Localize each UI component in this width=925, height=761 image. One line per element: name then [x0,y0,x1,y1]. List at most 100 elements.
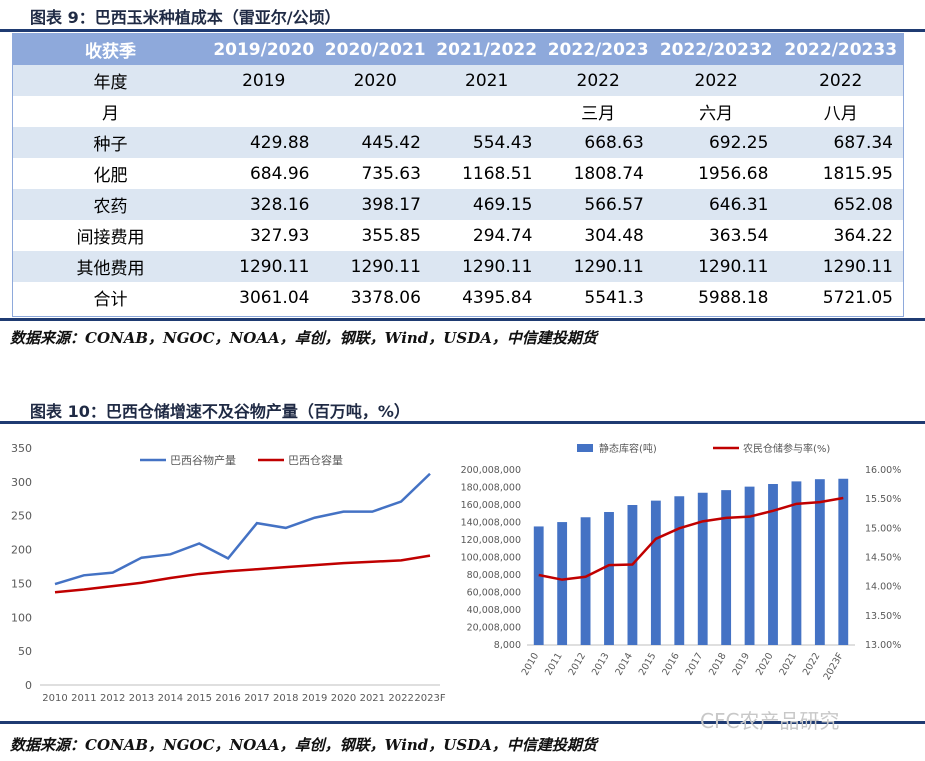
bar [557,522,568,645]
header-cell: 2019/2020 [208,34,320,65]
table-cell: 5721.05 [822,287,893,308]
x-tick-label: 2013 [590,651,612,677]
chart-caption-bar: 图表 10：巴西仓储增速不及谷物产量（百万吨，%） [0,394,925,422]
x-tick-label: 2010 [520,651,542,677]
table-cell: 668.63 [542,127,654,158]
table-row: 间接费用 327.93 355.85 294.74 304.48 363.54 … [13,220,903,251]
x-tick-label: 2016 [215,693,240,704]
table-cell: 1956.68 [698,163,769,184]
y-tick-label: 200 [11,544,32,557]
table-cell: 429.88 [208,127,320,158]
table-cell: 2022 [653,65,779,96]
y-left-tick-label: 200,008,000 [461,465,521,476]
table-cell: 355.85 [361,225,421,246]
table-cell: 1290.11 [542,251,654,282]
x-tick-label: 2023F [414,693,445,704]
table-cell [319,96,430,127]
x-tick-label: 2021 [777,651,799,677]
row-label: 合计 [93,290,128,310]
y-left-tick-label: 20,008,000 [467,623,521,634]
legend-swatch [577,444,593,452]
y-right-tick-label: 13.50% [865,611,901,622]
y-right-tick-label: 13.00% [865,640,901,651]
table-caption-bar: 图表 9：巴西玉米种植成本（雷亚尔/公顷） [0,0,925,28]
source-note: 数据来源：CONAB，NGOC，NOAA，卓创，钢联，Wind，USDA，中信建… [10,736,597,754]
x-tick-label: 2012 [100,693,125,704]
header-cell: 2022/20233 [778,34,903,65]
table-cell: 3061.04 [239,287,310,308]
header-cell: 2021/2022 [430,34,543,65]
table-row: 种子 429.88 445.42 554.43 668.63 692.25 68… [13,127,903,158]
x-tick-label: 2021 [360,693,385,704]
x-tick-label: 2010 [42,693,67,704]
x-tick-label: 2019 [731,651,753,677]
table-cell: 554.43 [430,127,543,158]
table-cell: 684.96 [249,163,310,184]
caption-rule [0,421,925,424]
table-cell: 1290.11 [653,251,779,282]
series-line [54,554,431,594]
table-frame [12,33,904,317]
bar [744,486,755,645]
chart-caption: 图表 10：巴西仓储增速不及谷物产量（百万吨，%） [30,402,410,421]
table-cell: 327.93 [249,225,310,246]
y-left-tick-label: 60,008,000 [467,588,521,599]
x-tick-label: 2011 [543,651,565,677]
row-label: 月 [102,104,119,124]
x-tick-label: 2015 [187,693,212,704]
table-header-row: 收获季 2019/2020 2020/2021 2021/2022 2022/2… [13,34,903,65]
cost-table: 收获季 2019/2020 2020/2021 2021/2022 2022/2… [13,34,903,313]
x-tick-label: 2018 [707,651,729,677]
table-cell: 652.08 [778,189,903,220]
table-cell: 1290.11 [208,251,320,282]
bar [791,481,802,645]
series-line [538,496,844,581]
x-tick-label: 2023F [822,651,846,682]
legend-label: 静态库容(吨) [599,442,657,455]
table-cell: 328.16 [208,189,320,220]
grain-vs-storage-line-chart: 0 50 100 150 200 250 300 350 2010 2011 2012 2013 201… [11,442,446,704]
y-left-tick-label: 100,008,000 [461,553,521,564]
table-cell: 2022 [542,65,654,96]
table-cell: 1290.11 [319,251,431,282]
legend-label: 巴西谷物产量 [170,453,236,467]
table-cell: 646.31 [653,189,779,220]
bar [650,500,661,645]
row-label: 间接费用 [76,228,145,248]
series-line [54,472,431,586]
table-cell: 735.63 [361,163,421,184]
table-cell: 304.48 [584,225,644,246]
month-row: 月 三月 六月 八月 [13,96,903,127]
table-cell: 2022 [778,65,903,96]
table-cell: 2020 [319,65,431,96]
bar [627,505,638,645]
table-row: 其他费用 1290.11 1290.11 1290.11 1290.11 129… [13,251,903,282]
y-left-tick-label: 8,000 [494,640,521,651]
table-cell: 1290.11 [430,251,543,282]
y-right-tick-label: 16.00% [865,465,901,476]
y-right-tick-label: 15.50% [865,494,901,505]
row-label: 农药 [13,189,208,220]
x-tick-label: 2016 [660,651,682,677]
table-cell: 5988.18 [698,287,769,308]
table-cell: 692.25 [653,127,779,158]
table-cell: 398.17 [319,189,431,220]
table-cell [431,96,542,127]
legend-label: 农民仓储参与率(%) [743,442,830,455]
row-label: 其他费用 [13,251,208,282]
x-tick-label: 2019 [302,693,327,704]
bar [721,490,732,645]
chart-bottom-rule [0,721,925,724]
bar [838,478,849,645]
caption-rule [0,29,925,32]
x-tick-label: 2017 [684,651,706,677]
table-cell: 八月 [823,104,858,124]
y-right-tick-label: 14.50% [865,553,901,564]
x-tick-label: 2022 [388,693,413,704]
x-tick-label: 2011 [71,693,96,704]
table-cell: 363.54 [708,225,769,246]
x-tick-label: 2014 [613,651,635,677]
y-tick-label: 100 [11,611,32,624]
table-cell: 294.74 [472,225,533,246]
y-left-tick-label: 140,008,000 [461,518,521,529]
